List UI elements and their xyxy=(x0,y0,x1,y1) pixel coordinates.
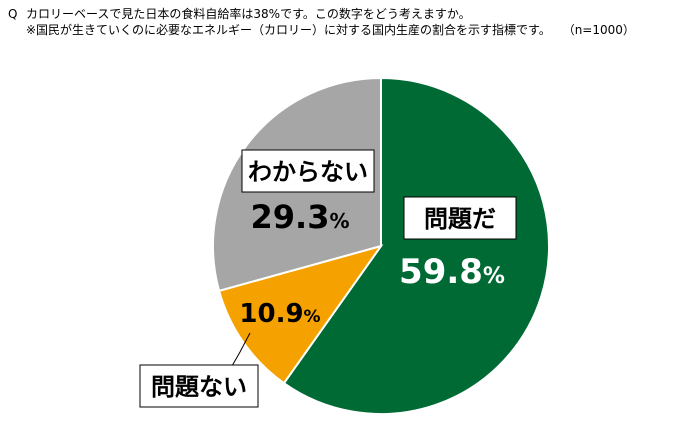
slice-value-number-wakaranai: 29.3 xyxy=(251,198,330,236)
sample-size: （n=1000） xyxy=(562,23,635,37)
pie-slices xyxy=(212,76,550,415)
slice-value-number-mondaida: 59.8 xyxy=(399,252,483,292)
slice-label-mondaida: 問題だ xyxy=(424,205,496,233)
slice-value-mondainai: 10.9% xyxy=(239,299,320,329)
question-text: カロリーベースで見た日本の食料自給率は38%です。この数字をどう考えますか。 xyxy=(26,7,471,21)
slice-label-wakaranai: わからない xyxy=(248,158,368,186)
slice-value-unit-mondainai: % xyxy=(304,307,321,327)
label-box-mondainai xyxy=(139,364,259,408)
question-note: ※国民が生きていくのに必要なエネルギー（カロリー）に対する国内生産の割合を示す指… xyxy=(26,23,551,37)
question-prefix: Q xyxy=(8,7,18,21)
slice-value-mondaida: 59.8% xyxy=(399,252,505,292)
leader-line-mondainai xyxy=(231,332,251,367)
slice-value-wakaranai: 29.3% xyxy=(251,198,350,236)
question-note-line: ※国民が生きていくのに必要なエネルギー（カロリー）に対する国内生産の割合を示す指… xyxy=(8,22,698,38)
slice-label-mondainai: 問題ない xyxy=(151,373,247,401)
slice-value-number-mondainai: 10.9 xyxy=(239,299,303,329)
slice-value-unit-wakaranai: % xyxy=(329,209,349,233)
slice-value-unit-mondaida: % xyxy=(483,264,505,289)
label-box-mondaida xyxy=(403,196,517,240)
question-block: Q カロリーベースで見た日本の食料自給率は38%です。この数字をどう考えますか。… xyxy=(8,6,698,38)
label-box-wakaranai xyxy=(241,149,375,193)
question-line: Q カロリーベースで見た日本の食料自給率は38%です。この数字をどう考えますか。 xyxy=(8,6,698,22)
pie-slice-mondaida xyxy=(282,76,550,415)
